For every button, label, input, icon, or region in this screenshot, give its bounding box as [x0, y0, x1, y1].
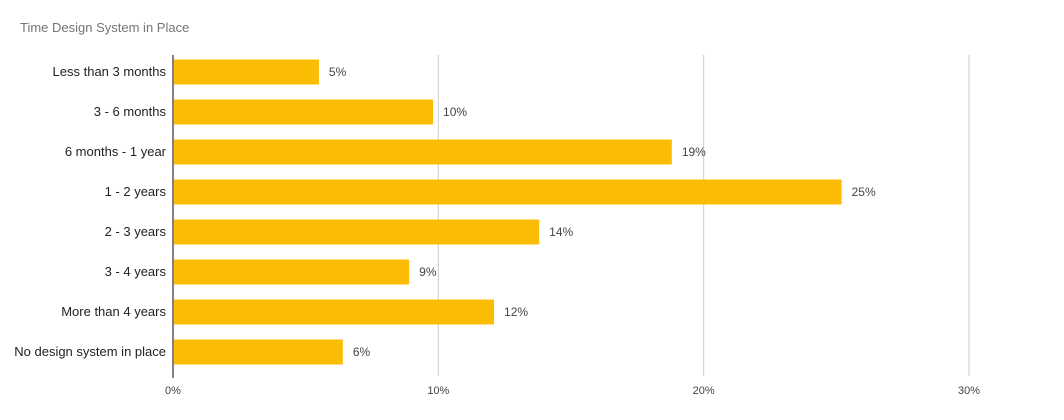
category-label: 3 - 6 months [94, 104, 167, 119]
category-label: More than 4 years [61, 304, 166, 319]
bar[interactable] [174, 139, 672, 165]
category-label: 2 - 3 years [105, 224, 167, 239]
bar-layer [174, 59, 842, 365]
x-tick-label: 10% [427, 385, 449, 397]
data-label: 14% [549, 225, 573, 239]
category-label: 1 - 2 years [105, 184, 167, 199]
data-label: 19% [682, 145, 706, 159]
grid-layer [437, 55, 970, 376]
category-label: Less than 3 months [53, 64, 167, 79]
axis-layer: 0% 10% 20% 30% [165, 55, 980, 397]
data-label: 6% [353, 345, 371, 359]
label-layer: Less than 3 months 5% 3 - 6 months 10% 6 mon… [14, 64, 876, 359]
data-label: 9% [419, 265, 437, 279]
bar[interactable] [174, 99, 434, 125]
bar[interactable] [174, 339, 343, 365]
data-label: 10% [443, 105, 467, 119]
data-label: 25% [852, 185, 876, 199]
bar[interactable] [174, 219, 540, 245]
bar[interactable] [174, 59, 319, 85]
data-label: 12% [504, 305, 528, 319]
chart-title: Time Design System in Place [20, 20, 190, 35]
x-tick-label: 0% [165, 385, 181, 397]
category-label: No design system in place [14, 344, 166, 359]
data-label: 5% [329, 65, 347, 79]
x-tick-label: 30% [958, 385, 980, 397]
category-label: 6 months - 1 year [65, 144, 167, 159]
bar[interactable] [174, 259, 410, 285]
category-label: 3 - 4 years [105, 264, 167, 279]
x-tick-label: 20% [693, 385, 715, 397]
bar[interactable] [174, 299, 495, 325]
bar[interactable] [174, 179, 842, 205]
